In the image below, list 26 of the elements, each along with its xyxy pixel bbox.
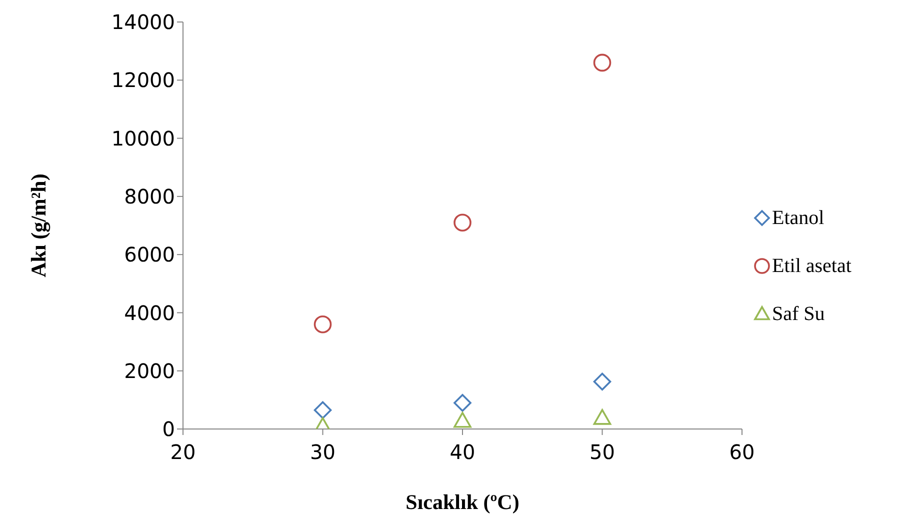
legend-label: Etanol (772, 206, 824, 230)
x-axis-title: Sıcaklık (ºC) (406, 490, 520, 514)
y-tick-label: 4000 (124, 300, 175, 325)
x-tick-label: 30 (310, 440, 336, 464)
point (593, 54, 612, 72)
y-tick-label: 12000 (111, 68, 175, 92)
x-tick-label: 20 (170, 440, 196, 464)
x-tick-label: 40 (450, 440, 476, 464)
y-tick-label: 2000 (124, 358, 175, 383)
point (454, 214, 472, 232)
y-tick-label: 0 (162, 417, 175, 442)
x-tick-label: 50 (590, 440, 615, 464)
y-tick-label: 10000 (111, 126, 175, 150)
point (454, 412, 472, 428)
y-tick-label: 6000 (124, 242, 175, 267)
y-tick-label: 8000 (124, 184, 175, 209)
legend-label: Etil asetat (772, 254, 852, 278)
point (454, 394, 472, 412)
point (314, 401, 332, 420)
point (314, 315, 332, 334)
point (593, 409, 612, 425)
y-axis-title: Akı (g/m²h) (26, 174, 50, 278)
point (593, 372, 612, 391)
y-tick-label: 14000 (111, 10, 175, 34)
x-tick-label: 60 (729, 440, 755, 464)
legend-label: Saf Su (772, 302, 825, 326)
